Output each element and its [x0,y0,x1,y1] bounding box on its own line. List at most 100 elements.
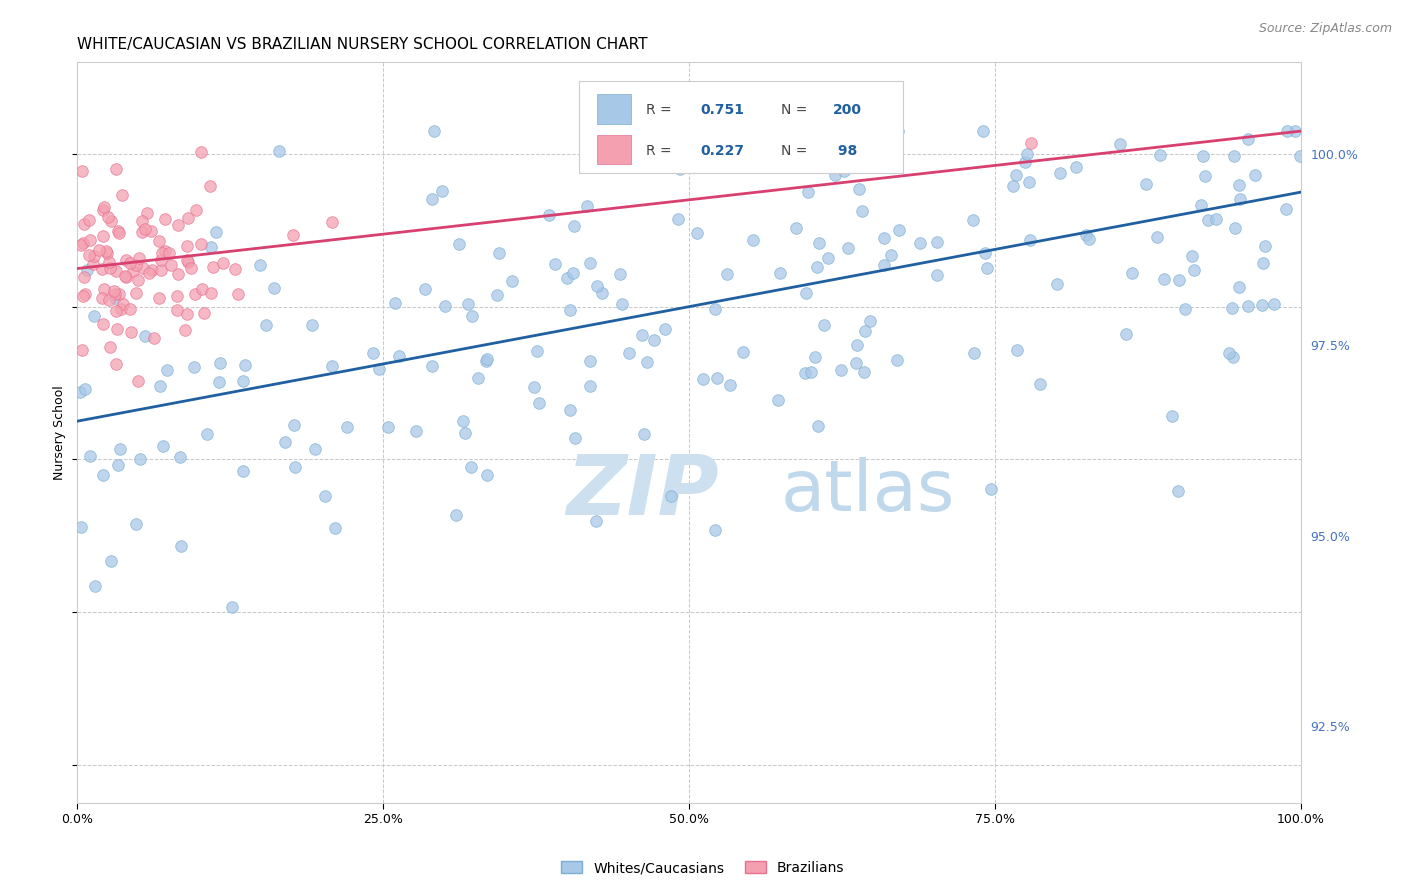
Point [1018,175,1040,189]
Point [115,252,138,267]
Point [585,279,607,293]
Point [526,343,548,358]
Point [103,284,125,298]
Point [1149,148,1171,162]
Point [180,261,202,276]
Point [100,554,122,568]
Text: 98: 98 [834,145,858,158]
Point [1109,137,1132,152]
Point [128,451,150,466]
Point [388,349,411,363]
Point [107,224,129,238]
Point [73,383,96,397]
Y-axis label: Nursery School: Nursery School [52,385,66,480]
Point [91,229,114,244]
Point [136,206,159,220]
Point [703,523,725,537]
Point [488,245,510,260]
Point [149,263,172,277]
Point [962,212,984,227]
Point [198,179,221,194]
Point [1005,343,1028,357]
Point [107,458,129,472]
Point [848,182,870,196]
Point [830,363,852,377]
Point [249,258,271,272]
Point [336,420,359,434]
Point [800,365,823,379]
Point [224,262,246,277]
Point [91,292,114,306]
Point [1121,266,1143,280]
Point [98,339,121,353]
Point [475,467,498,482]
Point [70,520,93,534]
Point [785,221,807,235]
Point [1049,166,1071,180]
Point [195,427,218,442]
Point [131,225,153,239]
Point [304,442,326,456]
Point [453,414,475,428]
Point [1194,169,1216,183]
Point [281,228,304,243]
Text: R =: R = [647,103,676,117]
FancyBboxPatch shape [598,135,631,164]
Point [98,293,121,308]
Point [578,379,600,393]
Point [1263,297,1285,311]
Point [741,233,763,247]
Point [108,287,131,301]
Point [73,217,96,231]
Point [160,258,183,272]
Point [110,442,132,457]
Point [118,256,141,270]
Point [176,252,198,267]
Point [368,361,391,376]
Legend: Whites/Caucasians, Brazilians: Whites/Caucasians, Brazilians [555,855,851,880]
Point [267,145,290,159]
Point [91,468,114,483]
Point [148,234,170,248]
Point [110,188,132,202]
Point [72,235,94,250]
Point [321,359,343,373]
Point [212,255,235,269]
Point [454,426,477,441]
Point [77,247,100,261]
Point [97,211,120,225]
Point [692,372,714,386]
Text: ZIP: ZIP [567,451,720,533]
Point [127,374,149,388]
Point [153,212,176,227]
Point [523,380,546,394]
Point [630,328,652,343]
Point [1237,299,1260,313]
Point [654,322,676,336]
Point [190,145,212,159]
Text: atlas: atlas [780,458,955,526]
Point [183,360,205,375]
Point [927,268,949,282]
Point [659,490,682,504]
Point [887,223,910,237]
Point [807,235,830,250]
Point [537,208,560,222]
Point [190,282,212,296]
Point [420,359,443,374]
Point [232,374,254,388]
Point [105,304,128,318]
Point [149,378,172,392]
Point [839,153,862,168]
Point [361,345,384,359]
Point [873,258,896,272]
Point [100,214,122,228]
Point [108,226,131,240]
Point [823,153,845,167]
Point [619,345,641,359]
Point [1227,279,1250,293]
Point [699,142,721,156]
Point [115,269,138,284]
Point [797,185,820,199]
Point [77,213,100,227]
